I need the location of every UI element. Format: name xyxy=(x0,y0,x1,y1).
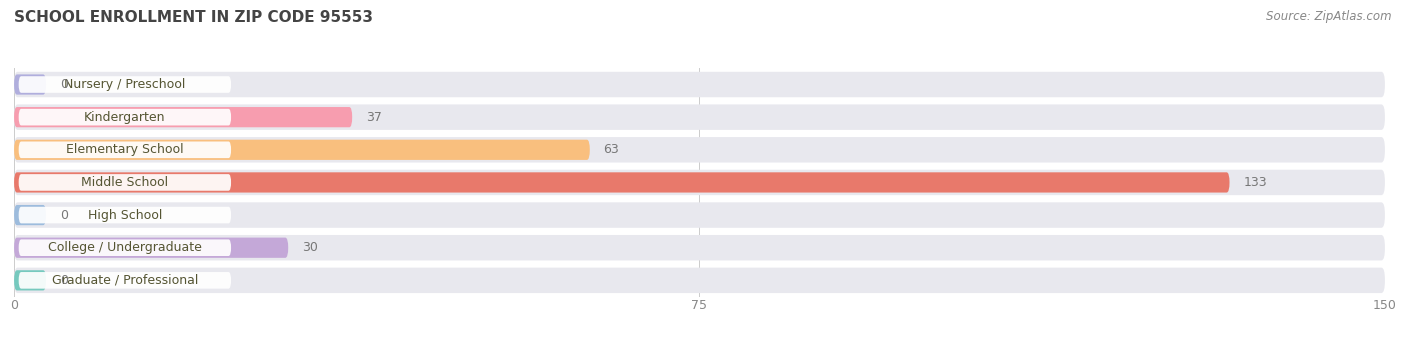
FancyBboxPatch shape xyxy=(18,109,231,125)
FancyBboxPatch shape xyxy=(14,140,591,160)
FancyBboxPatch shape xyxy=(14,72,1385,97)
FancyBboxPatch shape xyxy=(18,174,231,191)
Text: Kindergarten: Kindergarten xyxy=(84,111,166,124)
Text: 63: 63 xyxy=(603,143,619,156)
Text: SCHOOL ENROLLMENT IN ZIP CODE 95553: SCHOOL ENROLLMENT IN ZIP CODE 95553 xyxy=(14,10,373,25)
FancyBboxPatch shape xyxy=(14,137,1385,163)
FancyBboxPatch shape xyxy=(18,272,231,288)
FancyBboxPatch shape xyxy=(18,239,231,256)
Text: High School: High School xyxy=(87,209,162,222)
Text: 133: 133 xyxy=(1243,176,1267,189)
Text: 0: 0 xyxy=(60,209,67,222)
FancyBboxPatch shape xyxy=(14,107,353,127)
FancyBboxPatch shape xyxy=(14,74,46,95)
Text: Nursery / Preschool: Nursery / Preschool xyxy=(65,78,186,91)
FancyBboxPatch shape xyxy=(14,205,46,225)
Text: 37: 37 xyxy=(366,111,382,124)
FancyBboxPatch shape xyxy=(18,76,231,93)
Text: Graduate / Professional: Graduate / Professional xyxy=(52,274,198,287)
Text: 0: 0 xyxy=(60,274,67,287)
FancyBboxPatch shape xyxy=(14,235,1385,261)
Text: Elementary School: Elementary School xyxy=(66,143,184,156)
FancyBboxPatch shape xyxy=(14,238,288,258)
Text: College / Undergraduate: College / Undergraduate xyxy=(48,241,202,254)
FancyBboxPatch shape xyxy=(14,270,46,291)
FancyBboxPatch shape xyxy=(18,207,231,223)
FancyBboxPatch shape xyxy=(14,172,1229,193)
FancyBboxPatch shape xyxy=(14,202,1385,228)
FancyBboxPatch shape xyxy=(14,170,1385,195)
FancyBboxPatch shape xyxy=(14,104,1385,130)
Text: Source: ZipAtlas.com: Source: ZipAtlas.com xyxy=(1267,10,1392,23)
Text: Middle School: Middle School xyxy=(82,176,169,189)
Text: 0: 0 xyxy=(60,78,67,91)
Text: 30: 30 xyxy=(302,241,318,254)
FancyBboxPatch shape xyxy=(14,268,1385,293)
FancyBboxPatch shape xyxy=(18,142,231,158)
